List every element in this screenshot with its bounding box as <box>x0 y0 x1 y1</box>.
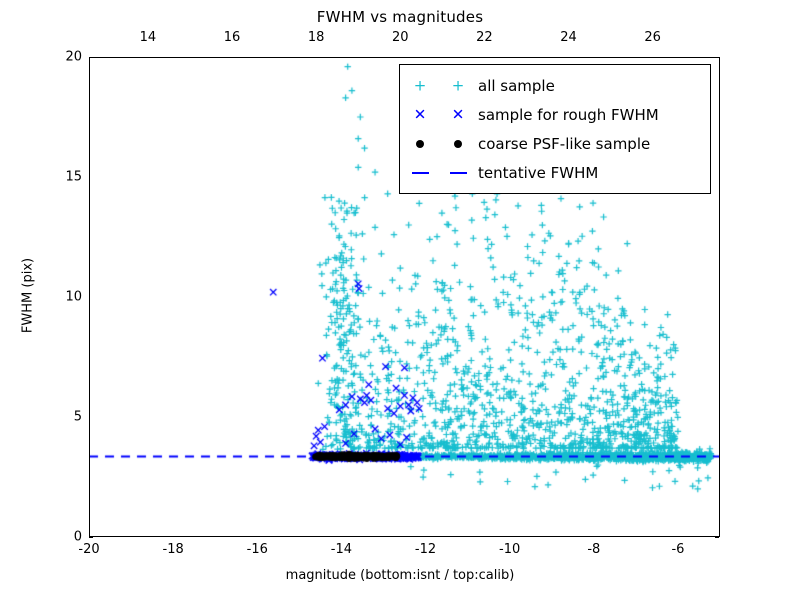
x-tick-label-bottom: -6 <box>671 542 685 557</box>
dashed-line-icon <box>450 171 467 174</box>
legend-label: sample for rough FWHM <box>478 105 659 124</box>
x-tick-label-bottom: -14 <box>330 542 353 557</box>
x-tick-label-top: 22 <box>476 30 493 45</box>
legend-item-tentative-fwhm: tentative FWHM <box>406 158 702 187</box>
x-tick-label-top: 14 <box>139 30 157 45</box>
legend-label: tentative FWHM <box>478 163 599 182</box>
x-tick-label-bottom: -10 <box>499 542 521 557</box>
dashed-line-icon <box>412 171 429 174</box>
legend-handle-circle <box>406 129 478 158</box>
legend: + + all sample ✕ ✕ sample for rough FWHM… <box>399 64 711 194</box>
x-tick-label-top: 20 <box>392 30 409 45</box>
chart-title: FWHM vs magnitudes <box>316 8 484 26</box>
y-tick-label: 0 <box>73 529 82 545</box>
y-tick-label: 5 <box>73 409 82 425</box>
circle-icon <box>416 139 424 148</box>
circle-icon <box>454 139 462 148</box>
y-tick-label: 15 <box>65 169 82 185</box>
x-tick-label-top: 16 <box>223 30 241 45</box>
x-tick-label-bottom: -16 <box>246 542 268 557</box>
cross-icon: ✕ <box>451 105 465 123</box>
legend-item-psf-sample: coarse PSF-like sample <box>406 129 702 158</box>
legend-label: coarse PSF-like sample <box>478 134 651 153</box>
legend-handle-plus: + + <box>406 71 478 100</box>
x-axis-label: magnitude (bottom:isnt / top:calib) <box>285 568 515 583</box>
y-tick-label: 10 <box>65 289 82 305</box>
legend-item-all-sample: + + all sample <box>406 71 702 100</box>
legend-handle-cross: ✕ ✕ <box>406 100 478 129</box>
x-tick-label-bottom: -20 <box>78 542 100 557</box>
x-tick-label-bottom: -8 <box>587 542 601 557</box>
y-tick-label: 20 <box>65 49 82 65</box>
y-tick-mark-left <box>89 537 93 538</box>
cross-icon: ✕ <box>413 105 427 123</box>
y-axis-label: FWHM (pix) <box>20 257 36 334</box>
legend-handle-dashed-line <box>406 158 478 187</box>
x-tick-label-top: 18 <box>307 30 325 45</box>
x-tick-label-bottom: -12 <box>414 542 437 557</box>
x-tick-label-bottom: -18 <box>162 542 184 557</box>
legend-item-rough-fwhm: ✕ ✕ sample for rough FWHM <box>406 100 702 129</box>
x-tick-label-top: 24 <box>560 30 577 45</box>
y-tick-mark-right <box>715 537 719 538</box>
legend-label: all sample <box>478 76 555 95</box>
plus-icon: + <box>451 76 465 94</box>
plus-icon: + <box>413 76 427 94</box>
x-tick-label-top: 26 <box>644 30 661 45</box>
